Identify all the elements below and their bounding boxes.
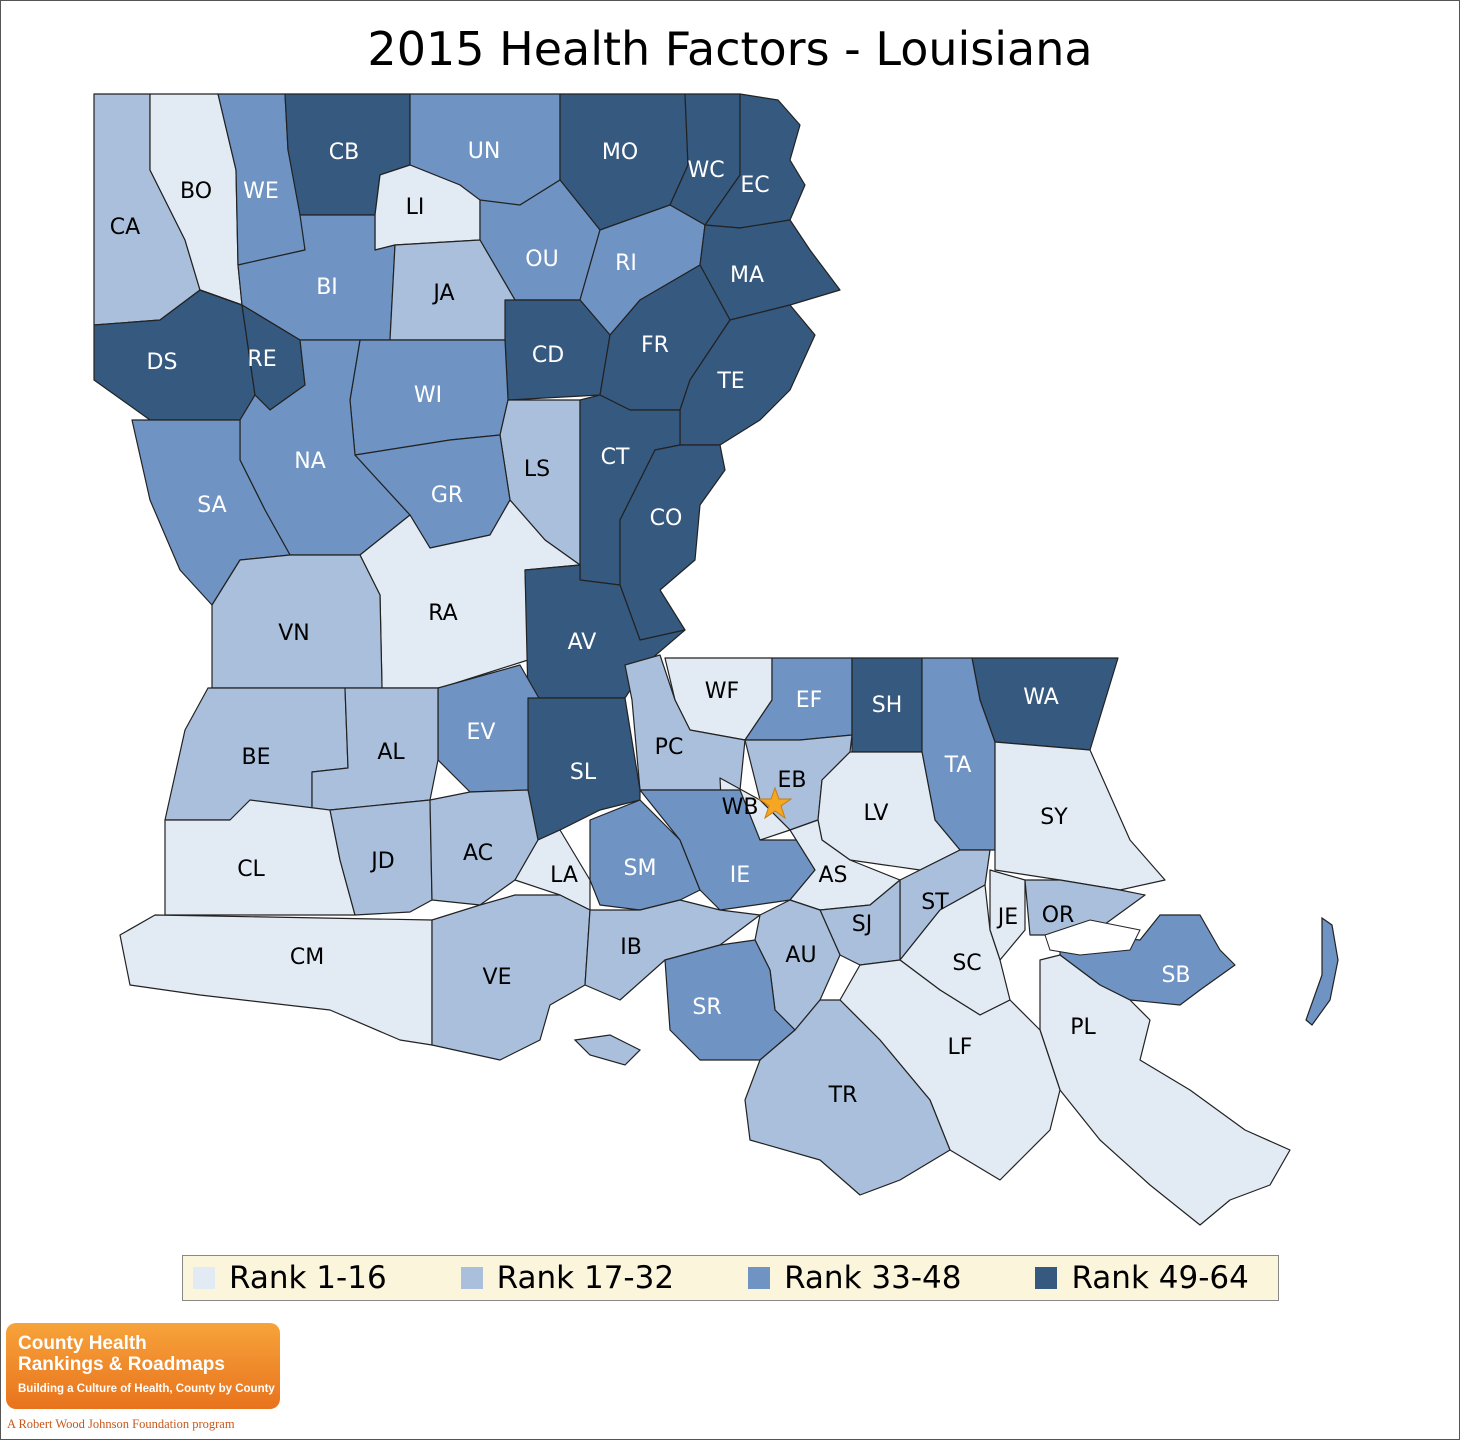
parish-label-sl: SL: [570, 760, 597, 785]
parish-label-eb: EB: [778, 768, 807, 793]
parish-je[interactable]: [989, 869, 1026, 961]
parish-label-cb: CB: [329, 140, 359, 165]
parish-sy[interactable]: [994, 741, 1166, 891]
logo-footer: A Robert Wood Johnson Foundation program: [7, 1417, 235, 1431]
parish-label-sy: SY: [1040, 805, 1068, 830]
legend-swatch: [460, 1267, 483, 1289]
parish-te[interactable]: [679, 304, 816, 446]
parish-label-fr: FR: [641, 333, 669, 358]
parish-label-ac: AC: [463, 841, 493, 866]
parish-label-wa: WA: [1023, 685, 1059, 710]
parish-label-na: NA: [294, 449, 326, 474]
page-title: 2015 Health Factors - Louisiana: [367, 22, 1093, 76]
parish-label-un: UN: [468, 139, 501, 164]
parish-label-sm: SM: [624, 856, 657, 881]
parish-label-ca: CA: [110, 215, 140, 240]
parish-label-bi: BI: [316, 275, 338, 300]
parish-label-cm: CM: [290, 945, 324, 970]
parish-label-ri: RI: [615, 251, 637, 276]
parish-label-pl: PL: [1070, 1015, 1096, 1040]
parish-label-sh: SH: [872, 693, 903, 718]
legend-swatch: [1035, 1267, 1058, 1289]
parish-label-pc: PC: [655, 735, 684, 760]
parish-sr[interactable]: [664, 939, 796, 1061]
legend: Rank 1-16 Rank 17-32 Rank 33-48 Rank 49-…: [182, 1255, 1279, 1301]
parish-label-we: WE: [243, 179, 279, 204]
parish-label-st: ST: [921, 890, 949, 915]
legend-label: Rank 1-16: [229, 1260, 387, 1296]
parish-label-ou: OU: [525, 247, 558, 272]
legend-label: Rank 17-32: [496, 1260, 675, 1296]
parish-label-bo: BO: [180, 179, 212, 204]
parish-label-lv: LV: [864, 801, 889, 826]
parish-ib[interactable]: [584, 899, 761, 1001]
legend-item-rank-17-32: Rank 17-32: [460, 1260, 675, 1296]
parish-cm[interactable]: [119, 914, 433, 1046]
county-health-rankings-logo[interactable]: County Health Rankings & Roadmaps Buildi…: [6, 1323, 280, 1409]
parish-label-ef: EF: [796, 688, 823, 713]
parish-label-ta: TA: [944, 753, 972, 778]
parish-label-te: TE: [716, 369, 744, 394]
parish-label-cd: CD: [532, 343, 564, 368]
island-marsh: [573, 1034, 642, 1066]
parish-or[interactable]: [1024, 879, 1146, 936]
parish-label-wi: WI: [414, 383, 442, 408]
legend-swatch: [193, 1267, 215, 1289]
parish-label-jd: JD: [369, 849, 394, 874]
parish-pl[interactable]: [1039, 954, 1291, 1226]
parish-label-ve: VE: [483, 965, 512, 990]
parish-label-sb: SB: [1161, 963, 1190, 988]
parish-label-ib: IB: [620, 935, 642, 960]
parish-label-sj: SJ: [852, 912, 872, 937]
parish-label-al: AL: [377, 740, 405, 765]
legend-item-rank-33-48: Rank 33-48: [748, 1260, 961, 1296]
parish-label-av: AV: [568, 630, 597, 655]
parish-label-au: AU: [785, 943, 816, 968]
parish-label-ds: DS: [147, 350, 178, 375]
parish-label-lf: LF: [948, 1035, 973, 1060]
parish-label-sr: SR: [692, 995, 721, 1020]
parish-label-ma: MA: [730, 263, 764, 288]
parish-label-je: JE: [996, 905, 1018, 930]
parish-label-ev: EV: [467, 720, 496, 745]
parish-label-ja: JA: [431, 281, 454, 306]
legend-swatch: [748, 1267, 771, 1289]
logo-tagline: Building a Culture of Health, County by …: [18, 1383, 275, 1395]
parish-label-ct: CT: [601, 445, 630, 470]
parish-label-li: LI: [406, 195, 425, 220]
parish-label-wc: WC: [687, 158, 724, 183]
parish-label-ra: RA: [428, 601, 457, 626]
legend-label: Rank 49-64: [1071, 1260, 1249, 1296]
parish-label-wb: WB: [722, 795, 759, 820]
parish-label-or: OR: [1042, 903, 1075, 928]
legend-label: Rank 33-48: [784, 1260, 962, 1296]
parish-label-cl: CL: [237, 857, 265, 882]
star-icon: [757, 786, 793, 820]
parish-label-gr: GR: [431, 483, 463, 508]
parish-ec[interactable]: [704, 93, 806, 229]
parish-lv[interactable]: [817, 751, 961, 871]
logo-line-2: Rankings & Roadmaps: [18, 1354, 225, 1375]
parish-label-ec: EC: [740, 173, 769, 198]
parish-label-sa: SA: [197, 493, 226, 518]
legend-item-rank-1-16: Rank 1-16: [193, 1260, 387, 1296]
parish-label-re: RE: [247, 347, 276, 372]
parish-label-mo: MO: [602, 140, 638, 165]
parish-label-vn: VN: [278, 621, 310, 646]
parish-label-sc: SC: [952, 951, 981, 976]
island-chandeleur: [1305, 916, 1339, 1026]
logo-line-1: County Health: [18, 1333, 147, 1354]
parish-label-ie: IE: [730, 863, 750, 888]
lake-water: [1044, 919, 1141, 956]
parish-label-co: CO: [650, 506, 683, 531]
parish-label-be: BE: [242, 745, 271, 770]
parish-label-as: AS: [818, 863, 847, 888]
parish-label-la: LA: [550, 863, 578, 888]
parish-label-tr: TR: [828, 1083, 858, 1108]
parish-tr[interactable]: [744, 999, 951, 1196]
legend-item-rank-49-64: Rank 49-64: [1035, 1260, 1249, 1296]
parish-label-ls: LS: [524, 457, 550, 482]
parish-label-wf: WF: [705, 679, 739, 704]
